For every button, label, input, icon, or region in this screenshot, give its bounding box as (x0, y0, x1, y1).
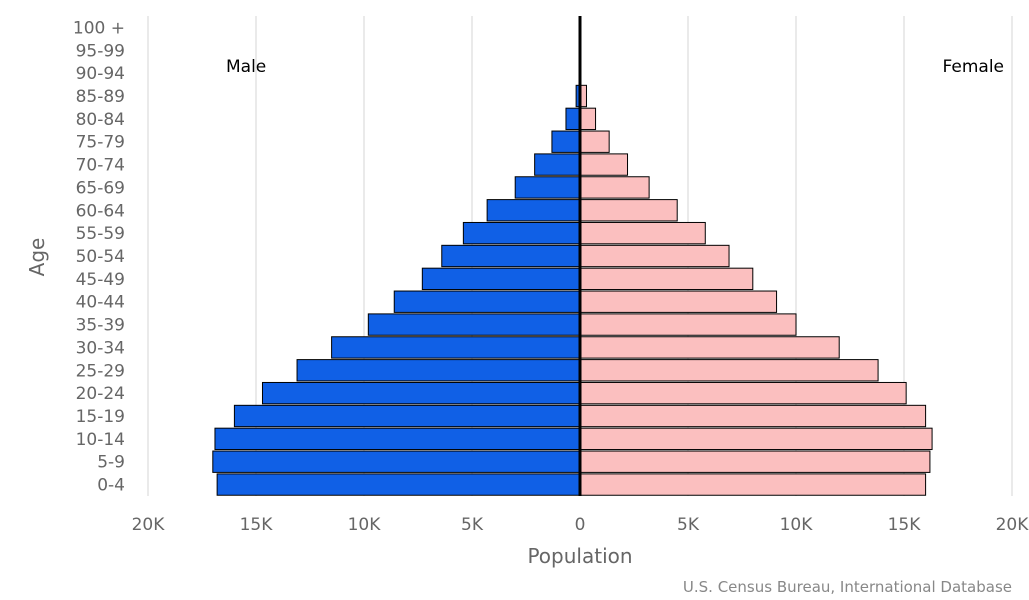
bar-male (462, 221, 581, 245)
bar-female (579, 176, 650, 199)
bar-male (441, 244, 581, 268)
bar-female (579, 313, 797, 336)
x-tick-label: 20K (996, 515, 1029, 535)
x-tick-labels: 20K 15K 10K 5K 0 5K 10K 15K 20K (132, 515, 1029, 535)
y-tick-label: 95-99 (76, 41, 125, 61)
y-tick-label: 70-74 (76, 156, 125, 176)
bar-female (579, 290, 778, 313)
bar-female (579, 359, 879, 382)
legend-female-label: Female (943, 57, 1004, 77)
bar-male (212, 450, 581, 473)
y-tick-label: 55-59 (76, 224, 125, 244)
y-tick-label: 30-34 (76, 338, 125, 358)
credit-text: U.S. Census Bureau, International Databa… (683, 578, 1012, 596)
legend-male-label: Male (226, 57, 266, 77)
bar-female (579, 381, 907, 405)
bar-female (579, 244, 730, 268)
y-tick-label: 60-64 (76, 201, 125, 221)
bar-male (393, 290, 581, 313)
bar-male (331, 336, 581, 359)
bar-female (579, 199, 678, 222)
bar-male (551, 130, 581, 153)
y-tick-label: 15-19 (76, 407, 125, 427)
x-axis-title: Population (527, 544, 632, 568)
bar-male (367, 313, 581, 336)
bar-male (534, 153, 581, 176)
bar-male (514, 176, 581, 199)
bar-male (261, 381, 581, 405)
bar-female (579, 107, 597, 131)
bar-female (579, 267, 754, 291)
x-tick-label: 10K (780, 515, 814, 535)
bar-male (233, 404, 581, 428)
bar-female (579, 427, 933, 451)
y-tick-label: 0-4 (97, 476, 125, 496)
y-tick-label: 80-84 (76, 110, 125, 130)
bar-male (296, 359, 581, 382)
bar-female (579, 473, 927, 496)
y-tick-label: 10-14 (76, 430, 125, 450)
bar-female (579, 450, 931, 473)
x-tick-label: 15K (888, 515, 922, 535)
bar-male (214, 427, 581, 451)
y-tick-label: 75-79 (76, 133, 125, 153)
x-tick-label: 10K (348, 515, 382, 535)
y-tick-label: 5-9 (97, 453, 125, 473)
bar-male (565, 107, 581, 131)
bar-female (579, 336, 840, 359)
x-tick-label: 20K (132, 515, 166, 535)
bar-female (579, 130, 610, 153)
y-tick-label: 20-24 (76, 384, 125, 404)
x-tick-label: 0 (575, 515, 586, 535)
y-axis-title: Age (25, 238, 49, 277)
y-tick-label: 65-69 (76, 178, 125, 198)
bar-male (216, 473, 581, 496)
y-tick-label: 45-49 (76, 270, 125, 290)
bar-male (421, 267, 581, 291)
y-tick-label: 100 + (73, 18, 125, 38)
bar-female (579, 404, 927, 428)
bar-female (579, 221, 706, 245)
y-tick-label: 50-54 (76, 247, 125, 267)
bars (212, 39, 933, 496)
x-tick-label: 5K (461, 515, 484, 535)
y-tick-label: 85-89 (76, 87, 125, 107)
y-tick-label: 90-94 (76, 64, 125, 84)
bar-male (486, 199, 581, 222)
y-tick-label: 40-44 (76, 293, 125, 313)
bar-female (579, 153, 629, 176)
y-tick-label: 25-29 (76, 361, 125, 381)
x-tick-label: 5K (677, 515, 700, 535)
y-tick-label: 35-39 (76, 316, 125, 336)
x-tick-label: 15K (240, 515, 274, 535)
